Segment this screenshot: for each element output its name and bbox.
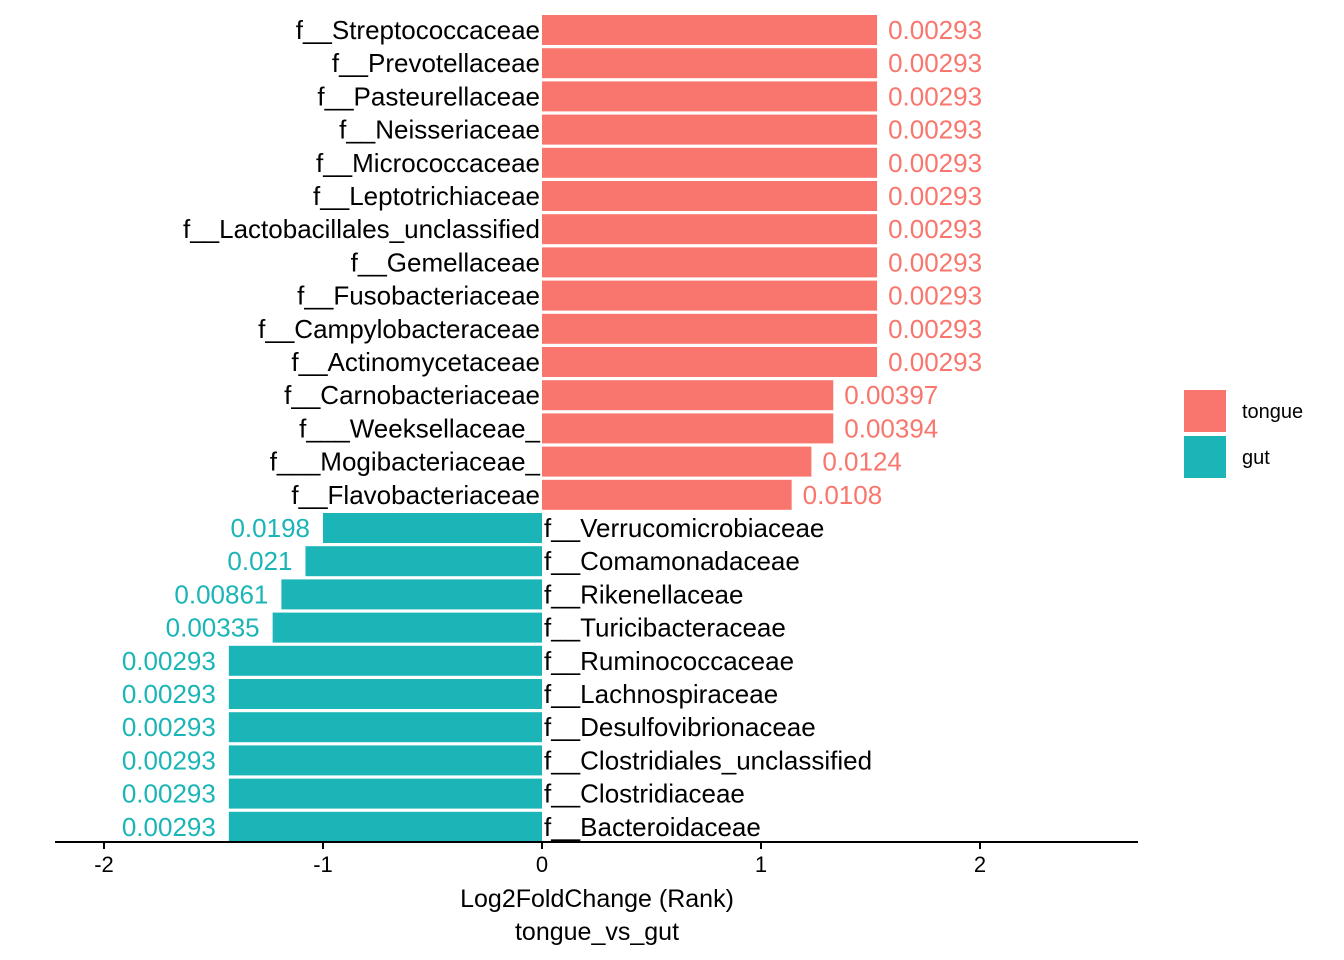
x-axis-subtitle: tongue_vs_gut	[515, 918, 679, 946]
value-label: 0.00293	[888, 214, 982, 244]
value-label: 0.00293	[888, 281, 982, 311]
value-label: 0.00293	[122, 712, 216, 742]
x-tick-label: 1	[755, 852, 767, 877]
x-ticks: -2 -1 0 1 2	[94, 842, 986, 877]
bar-f-bacteroidaceae	[229, 812, 542, 842]
x-tick-label: 0	[536, 852, 548, 877]
legend: tongue gut	[1184, 390, 1303, 478]
value-label: 0.00293	[888, 15, 982, 45]
bar-f-micrococcaceae	[542, 148, 877, 178]
value-label: 0.00397	[844, 380, 938, 410]
category-label: f__Lachnospiraceae	[544, 679, 778, 709]
legend-label: gut	[1242, 447, 1270, 469]
bar-f-mogibacteriaceae	[542, 447, 811, 477]
value-label: 0.00335	[166, 613, 260, 643]
category-label: f__Lactobacillales_unclassified	[183, 214, 540, 244]
value-label: 0.00293	[122, 646, 216, 676]
value-label: 0.021	[227, 546, 292, 576]
bar-f-ruminococcaceae	[229, 646, 542, 676]
bar-f-desulfovibrionaceae	[229, 712, 542, 742]
category-label: f__Ruminococcaceae	[544, 646, 794, 676]
value-label: 0.00293	[122, 745, 216, 775]
bar-f-rikenellaceae	[281, 579, 542, 609]
x-tick-label: 2	[974, 852, 986, 877]
category-label: f__Fusobacteriaceae	[297, 281, 540, 311]
value-label: 0.00293	[122, 679, 216, 709]
bar-f-carnobacteriaceae	[542, 380, 833, 410]
value-label: 0.00293	[888, 347, 982, 377]
category-label: f__Gemellaceae	[351, 247, 540, 277]
value-label: 0.0124	[822, 447, 902, 477]
legend-label: tongue	[1242, 401, 1303, 423]
bar-f-streptococcaceae	[542, 15, 877, 45]
value-label: 0.00293	[888, 148, 982, 178]
category-label: f__Leptotrichiaceae	[313, 181, 540, 211]
category-label: f__Pasteurellaceae	[317, 81, 540, 111]
category-label: f__Verrucomicrobiaceae	[544, 513, 824, 543]
value-label: 0.00293	[888, 81, 982, 111]
value-label: 0.00293	[122, 779, 216, 809]
category-label: f___Weeksellaceae_	[299, 413, 540, 443]
legend-key-gut	[1184, 436, 1226, 478]
bar-f-flavobacteriaceae	[542, 480, 792, 510]
category-label: f__Prevotellaceae	[332, 48, 540, 78]
x-tick-label: -1	[313, 852, 333, 877]
value-label: 0.00293	[122, 812, 216, 842]
category-label: f__Turicibacteraceae	[544, 613, 786, 643]
x-axis-title: Log2FoldChange (Rank)	[460, 885, 734, 913]
bar-f-neisseriaceae	[542, 115, 877, 145]
bar-f-prevotellaceae	[542, 48, 877, 78]
category-label: f__Campylobacteraceae	[258, 314, 540, 344]
bar-f-fusobacteriaceae	[542, 281, 877, 311]
category-label: f__Comamonadaceae	[544, 546, 800, 576]
category-label: f__Actinomycetaceae	[291, 347, 540, 377]
value-label: 0.0198	[230, 513, 310, 543]
category-label: f__Clostridiales_unclassified	[544, 745, 872, 775]
value-label: 0.00394	[844, 413, 938, 443]
value-label: 0.0108	[803, 480, 883, 510]
category-label: f__Flavobacteriaceae	[291, 480, 540, 510]
x-tick-label: -2	[94, 852, 114, 877]
value-label: 0.00293	[888, 314, 982, 344]
bar-f-verrucomicrobiaceae	[323, 513, 542, 543]
bar-f-leptotrichiaceae	[542, 181, 877, 211]
value-label: 0.00861	[174, 579, 268, 609]
bar-f-weeksellaceae	[542, 413, 833, 443]
value-label: 0.00293	[888, 181, 982, 211]
bar-f-actinomycetaceae	[542, 347, 877, 377]
bar-f-campylobacteraceae	[542, 314, 877, 344]
bar-f-clostridiales-unclassified	[229, 745, 542, 775]
bar-f-clostridiaceae	[229, 779, 542, 809]
category-label: f___Mogibacteriaceae_	[270, 447, 541, 477]
value-label: 0.00293	[888, 115, 982, 145]
category-label: f__Carnobacteriaceae	[284, 380, 540, 410]
bar-f-gemellaceae	[542, 247, 877, 277]
category-label: f__Desulfovibrionaceae	[544, 712, 816, 742]
category-label: f__Streptococcaceae	[296, 15, 540, 45]
category-label: f__Clostridiaceae	[544, 779, 745, 809]
legend-key-tongue	[1184, 390, 1226, 432]
category-label: f__Bacteroidaceae	[544, 812, 761, 842]
bar-f-comamonadaceae	[305, 546, 542, 576]
value-label: 0.00293	[888, 247, 982, 277]
bar-f-lactobacillales-unclassified	[542, 214, 877, 244]
bar-f-lachnospiraceae	[229, 679, 542, 709]
category-label: f__Rikenellaceae	[544, 579, 743, 609]
category-label: f__Neisseriaceae	[339, 115, 540, 145]
bar-f-pasteurellaceae	[542, 81, 877, 111]
category-label: f__Micrococcaceae	[316, 148, 540, 178]
bar-f-turicibacteraceae	[273, 613, 542, 643]
value-label: 0.00293	[888, 48, 982, 78]
